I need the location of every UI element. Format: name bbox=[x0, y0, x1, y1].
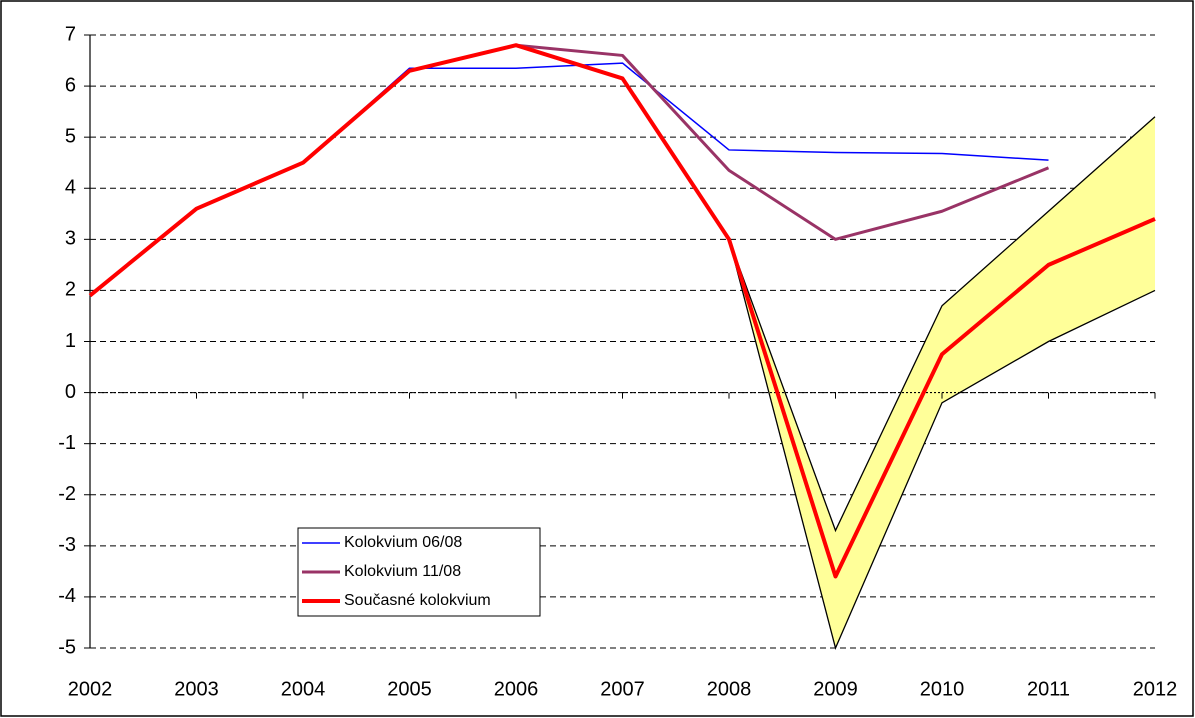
x-tick-label: 2007 bbox=[600, 678, 645, 700]
x-tick-label: 2009 bbox=[813, 678, 858, 700]
x-tick-label: 2006 bbox=[494, 678, 539, 700]
y-tick-label: 5 bbox=[65, 125, 76, 147]
y-tick-label: 3 bbox=[65, 228, 76, 250]
y-tick-label: -4 bbox=[58, 585, 76, 607]
y-tick-label: 6 bbox=[65, 74, 76, 96]
y-tick-label: 7 bbox=[65, 23, 76, 45]
x-tick-label: 2011 bbox=[1027, 678, 1070, 700]
x-tick-label: 2002 bbox=[68, 678, 113, 700]
legend-label: Kolokvium 06/08 bbox=[344, 534, 462, 551]
y-tick-label: 0 bbox=[65, 381, 76, 403]
legend-label: Kolokvium 11/08 bbox=[344, 563, 461, 580]
y-tick-label: -5 bbox=[58, 636, 76, 658]
forecast-band bbox=[729, 116, 1155, 648]
y-tick-label: 2 bbox=[65, 279, 76, 301]
y-tick-label: 4 bbox=[65, 177, 76, 199]
x-tick-label: 2008 bbox=[707, 678, 752, 700]
y-tick-label: -1 bbox=[58, 432, 76, 454]
legend: Kolokvium 06/08 Kolokvium 11/08 Současné k… bbox=[297, 527, 541, 617]
x-tick-label: 2005 bbox=[387, 678, 432, 700]
series-line bbox=[88, 43, 1156, 579]
x-tick-label: 2003 bbox=[174, 678, 219, 700]
x-tick-label: 2010 bbox=[920, 678, 965, 700]
x-tick-label: 2004 bbox=[281, 678, 326, 700]
y-tick-label: 1 bbox=[65, 330, 76, 352]
x-tick-label: 2012 bbox=[1133, 678, 1178, 700]
band-upper-edge bbox=[728, 116, 1156, 533]
band-lower-edge bbox=[728, 239, 1156, 650]
legend-label: Současné kolokvium bbox=[344, 592, 491, 609]
y-tick-label: -2 bbox=[58, 483, 76, 505]
y-tick-label: -3 bbox=[58, 534, 76, 556]
